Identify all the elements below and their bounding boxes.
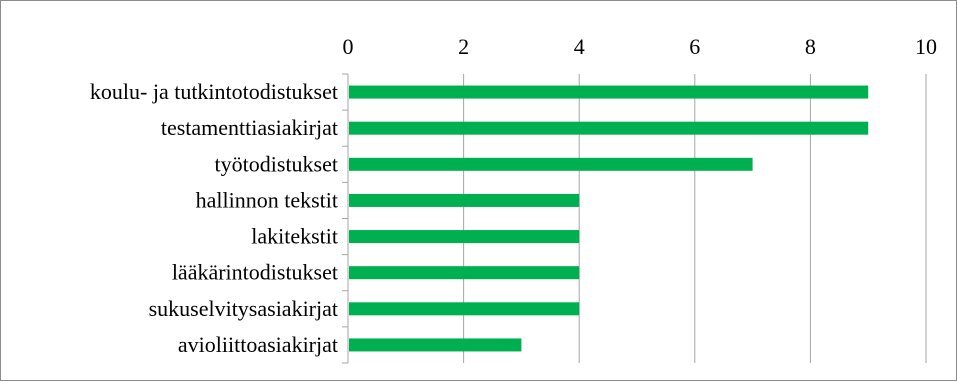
category-label: avioliittoasiakirjat: [178, 332, 338, 357]
x-tick-label-6: 6: [689, 34, 700, 59]
x-tick-label-0: 0: [343, 34, 354, 59]
x-tick-label-4: 4: [574, 34, 585, 59]
x-tick-label-10: 10: [915, 34, 937, 59]
x-axis-ticks: 0 2 4 6 8 10: [343, 34, 938, 59]
category-label: lakitekstit: [251, 224, 338, 249]
bar: [349, 193, 580, 207]
bar: [349, 230, 580, 244]
category-label: testamenttiasiakirjat: [161, 115, 338, 140]
category-label: lääkärintodistukset: [172, 260, 338, 285]
bar: [349, 302, 580, 316]
x-tick-label-8: 8: [805, 34, 816, 59]
category-label: koulu- ja tutkintotodistukset: [90, 79, 338, 104]
category-label: hallinnon tekstit: [196, 187, 338, 212]
bar: [349, 338, 522, 352]
category-label: työtodistukset: [215, 151, 338, 176]
x-tick-label-2: 2: [458, 34, 469, 59]
category-axis: koulu- ja tutkintotodistukset testamentti…: [90, 73, 349, 364]
bar: [349, 85, 869, 99]
category-label: sukuselvitysasiakirjat: [149, 296, 338, 321]
bar: [349, 266, 580, 280]
gridlines: [347, 74, 927, 363]
bar: [349, 157, 753, 171]
bar: [349, 121, 869, 135]
bars: [349, 85, 869, 352]
